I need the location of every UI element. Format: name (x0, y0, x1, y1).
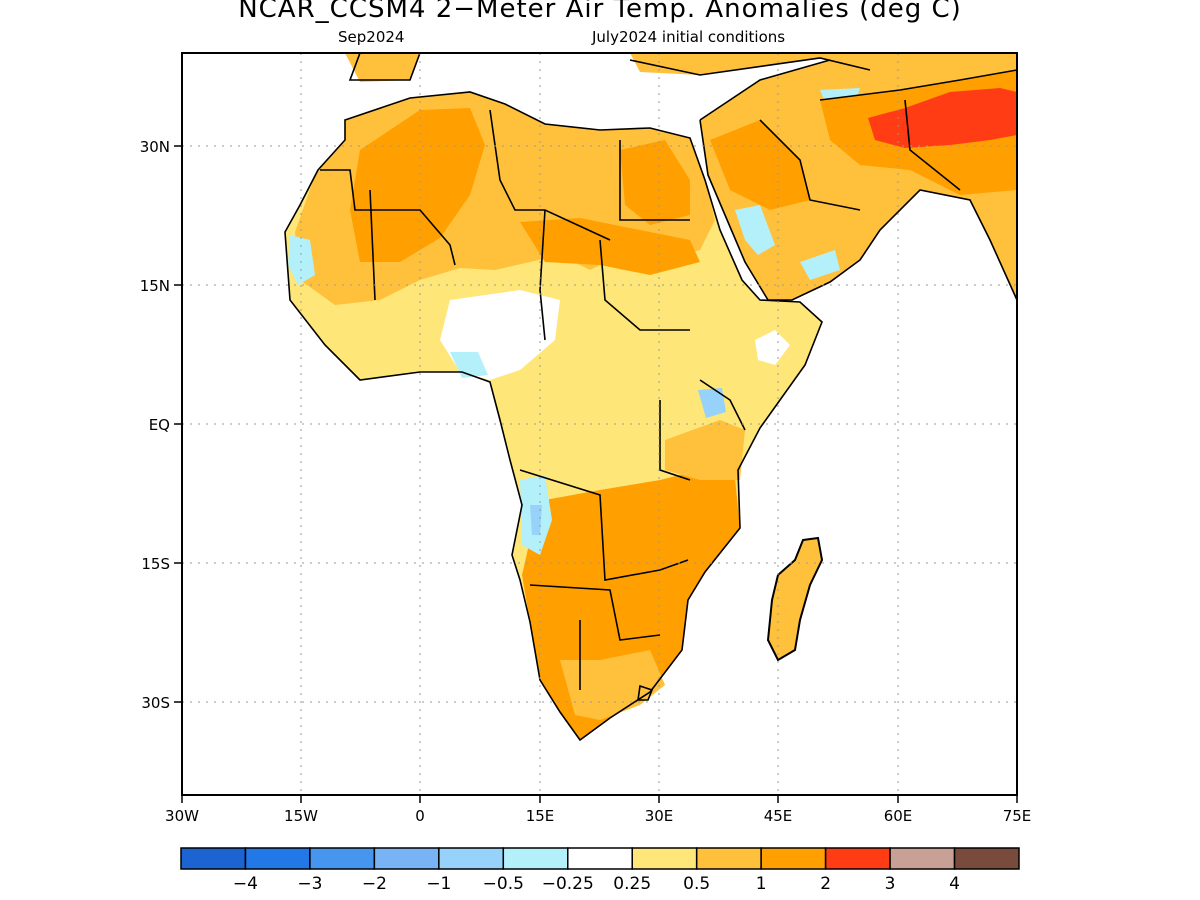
mauritania-cool (288, 235, 315, 285)
colorbar-label: 3 (885, 874, 896, 894)
colorbar-swatch (889, 847, 956, 870)
lat-tick-label: 30N (140, 138, 170, 156)
oman-cool (800, 250, 840, 280)
europe-land (345, 53, 1017, 82)
lon-tick-label: 30W (165, 807, 199, 825)
colorbar-label: 0.5 (683, 874, 710, 894)
lat-tick-label: 30S (141, 694, 170, 712)
colorbar-swatch (567, 847, 633, 870)
lat-tick-label: 15N (140, 277, 170, 295)
lon-tick-label: 45E (764, 807, 793, 825)
lon-tick-label: 60E (884, 807, 913, 825)
map-layer (284, 53, 1017, 742)
east-africa-warm (665, 420, 745, 480)
lon-tick-label: 75E (1003, 807, 1032, 825)
colorbar-label: −4 (233, 874, 258, 894)
lon-tick-label: 15W (284, 807, 318, 825)
colorbar-label: −1 (426, 874, 451, 894)
arabia-warm (710, 120, 810, 210)
colorbar-swatch (180, 847, 247, 870)
colorbar-swatch (631, 847, 698, 870)
colorbar-swatch (953, 847, 1020, 870)
madagascar (766, 536, 824, 662)
egypt-hot (620, 140, 690, 225)
lon-tick-label: 15E (526, 807, 555, 825)
colorbar-label: −2 (362, 874, 387, 894)
sahel-hot (520, 218, 700, 275)
colorbar-swatch (760, 847, 827, 870)
lat-tick-label: 15S (141, 555, 170, 573)
colorbar-label: 0.25 (613, 874, 651, 894)
colorbar-swatch (695, 847, 762, 870)
colorbar-swatch (824, 847, 891, 870)
colorbar-label: −0.5 (483, 874, 524, 894)
colorbar-swatch (438, 847, 505, 870)
colorbar-label: 2 (820, 874, 831, 894)
red-sea-coast-cool (735, 205, 775, 255)
colorbar-swatch (309, 847, 376, 870)
colorbar-label: −3 (297, 874, 322, 894)
colorbar-swatch (244, 847, 311, 870)
lat-tick-label: EQ (149, 416, 170, 434)
colorbar-label: 4 (949, 874, 960, 894)
lon-tick-label: 0 (415, 807, 425, 825)
colorbar-label: −0.25 (542, 874, 594, 894)
colorbar: −4 −3 −2 −1 −0.5 −0.25 0.25 0.5 1 2 3 4 (180, 847, 1020, 894)
chart-title: NCAR_CCSM4 2−Meter Air Temp. Anomalies (… (238, 0, 962, 24)
southern-africa-mild (560, 650, 665, 720)
ethiopia-neutral (755, 330, 790, 365)
chart-subtitle-init: July2024 initial conditions (592, 28, 786, 46)
chart-subtitle-date: Sep2024 (338, 28, 405, 46)
colorbar-swatch (502, 847, 569, 870)
lake-victoria-cool (698, 388, 726, 418)
tick-marks (174, 145, 1018, 803)
colorbar-label: 1 (756, 874, 767, 894)
afghanistan-very-hot (868, 88, 1017, 148)
lon-tick-label: 30E (645, 807, 674, 825)
coastlines (284, 53, 1017, 742)
angola-cooler (530, 505, 542, 535)
colorbar-swatch (373, 847, 440, 870)
gridlines (182, 53, 1017, 795)
